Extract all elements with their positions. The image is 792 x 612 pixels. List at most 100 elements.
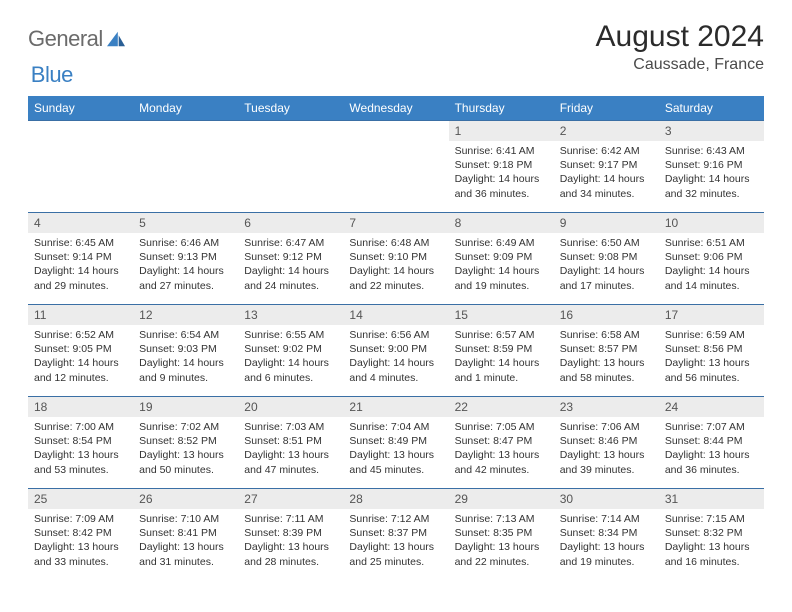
sunrise-text: Sunrise: 6:47 AM bbox=[244, 236, 337, 250]
day-number: 19 bbox=[133, 397, 238, 417]
calendar-day-cell: 8Sunrise: 6:49 AMSunset: 9:09 PMDaylight… bbox=[449, 213, 554, 305]
calendar-day-cell: 28Sunrise: 7:12 AMSunset: 8:37 PMDayligh… bbox=[343, 489, 448, 581]
day-details: Sunrise: 7:03 AMSunset: 8:51 PMDaylight:… bbox=[238, 417, 343, 481]
brand-part1: General bbox=[28, 26, 103, 52]
daylight-text: Daylight: 14 hours and 29 minutes. bbox=[34, 264, 127, 292]
sunset-text: Sunset: 9:16 PM bbox=[665, 158, 758, 172]
sunset-text: Sunset: 8:56 PM bbox=[665, 342, 758, 356]
day-number: 17 bbox=[659, 305, 764, 325]
daylight-text: Daylight: 14 hours and 17 minutes. bbox=[560, 264, 653, 292]
day-details: Sunrise: 6:46 AMSunset: 9:13 PMDaylight:… bbox=[133, 233, 238, 297]
sunset-text: Sunset: 8:42 PM bbox=[34, 526, 127, 540]
weekday-header: Tuesday bbox=[238, 96, 343, 121]
day-number: 6 bbox=[238, 213, 343, 233]
calendar-day-cell: 5Sunrise: 6:46 AMSunset: 9:13 PMDaylight… bbox=[133, 213, 238, 305]
sunrise-text: Sunrise: 6:43 AM bbox=[665, 144, 758, 158]
sunset-text: Sunset: 9:14 PM bbox=[34, 250, 127, 264]
day-details: Sunrise: 7:13 AMSunset: 8:35 PMDaylight:… bbox=[449, 509, 554, 573]
calendar-day-cell: 31Sunrise: 7:15 AMSunset: 8:32 PMDayligh… bbox=[659, 489, 764, 581]
sunset-text: Sunset: 9:13 PM bbox=[139, 250, 232, 264]
calendar-day-cell: 15Sunrise: 6:57 AMSunset: 8:59 PMDayligh… bbox=[449, 305, 554, 397]
calendar-table: SundayMondayTuesdayWednesdayThursdayFrid… bbox=[28, 96, 764, 581]
day-number: 25 bbox=[28, 489, 133, 509]
day-number: 3 bbox=[659, 121, 764, 141]
day-details: Sunrise: 6:51 AMSunset: 9:06 PMDaylight:… bbox=[659, 233, 764, 297]
daylight-text: Daylight: 14 hours and 6 minutes. bbox=[244, 356, 337, 384]
sunset-text: Sunset: 8:51 PM bbox=[244, 434, 337, 448]
day-number: 1 bbox=[449, 121, 554, 141]
day-details: Sunrise: 7:14 AMSunset: 8:34 PMDaylight:… bbox=[554, 509, 659, 573]
sunrise-text: Sunrise: 6:46 AM bbox=[139, 236, 232, 250]
day-number: 8 bbox=[449, 213, 554, 233]
day-number: 23 bbox=[554, 397, 659, 417]
sunset-text: Sunset: 8:59 PM bbox=[455, 342, 548, 356]
day-details: Sunrise: 6:59 AMSunset: 8:56 PMDaylight:… bbox=[659, 325, 764, 389]
day-details: Sunrise: 7:06 AMSunset: 8:46 PMDaylight:… bbox=[554, 417, 659, 481]
daylight-text: Daylight: 13 hours and 53 minutes. bbox=[34, 448, 127, 476]
sunset-text: Sunset: 9:08 PM bbox=[560, 250, 653, 264]
sunset-text: Sunset: 8:41 PM bbox=[139, 526, 232, 540]
day-number: 12 bbox=[133, 305, 238, 325]
day-details: Sunrise: 7:15 AMSunset: 8:32 PMDaylight:… bbox=[659, 509, 764, 573]
sunrise-text: Sunrise: 7:11 AM bbox=[244, 512, 337, 526]
calendar-day-cell: 6Sunrise: 6:47 AMSunset: 9:12 PMDaylight… bbox=[238, 213, 343, 305]
sunset-text: Sunset: 9:18 PM bbox=[455, 158, 548, 172]
sunrise-text: Sunrise: 6:51 AM bbox=[665, 236, 758, 250]
calendar-day-cell: 1Sunrise: 6:41 AMSunset: 9:18 PMDaylight… bbox=[449, 121, 554, 213]
sunset-text: Sunset: 9:00 PM bbox=[349, 342, 442, 356]
day-number: 14 bbox=[343, 305, 448, 325]
day-number: 13 bbox=[238, 305, 343, 325]
day-details: Sunrise: 7:04 AMSunset: 8:49 PMDaylight:… bbox=[343, 417, 448, 481]
sunrise-text: Sunrise: 7:00 AM bbox=[34, 420, 127, 434]
calendar-day-cell: 20Sunrise: 7:03 AMSunset: 8:51 PMDayligh… bbox=[238, 397, 343, 489]
calendar-day-cell: 13Sunrise: 6:55 AMSunset: 9:02 PMDayligh… bbox=[238, 305, 343, 397]
brand-logo: General bbox=[28, 20, 107, 52]
daylight-text: Daylight: 13 hours and 56 minutes. bbox=[665, 356, 758, 384]
sunset-text: Sunset: 8:46 PM bbox=[560, 434, 653, 448]
calendar-day-cell: 9Sunrise: 6:50 AMSunset: 9:08 PMDaylight… bbox=[554, 213, 659, 305]
sunset-text: Sunset: 8:37 PM bbox=[349, 526, 442, 540]
calendar-day-cell: 29Sunrise: 7:13 AMSunset: 8:35 PMDayligh… bbox=[449, 489, 554, 581]
day-details: Sunrise: 6:48 AMSunset: 9:10 PMDaylight:… bbox=[343, 233, 448, 297]
sunrise-text: Sunrise: 7:12 AM bbox=[349, 512, 442, 526]
sunset-text: Sunset: 9:05 PM bbox=[34, 342, 127, 356]
sunrise-text: Sunrise: 7:05 AM bbox=[455, 420, 548, 434]
day-details: Sunrise: 6:56 AMSunset: 9:00 PMDaylight:… bbox=[343, 325, 448, 389]
daylight-text: Daylight: 14 hours and 9 minutes. bbox=[139, 356, 232, 384]
daylight-text: Daylight: 14 hours and 12 minutes. bbox=[34, 356, 127, 384]
daylight-text: Daylight: 13 hours and 58 minutes. bbox=[560, 356, 653, 384]
day-details: Sunrise: 7:10 AMSunset: 8:41 PMDaylight:… bbox=[133, 509, 238, 573]
sunset-text: Sunset: 8:44 PM bbox=[665, 434, 758, 448]
day-details: Sunrise: 7:00 AMSunset: 8:54 PMDaylight:… bbox=[28, 417, 133, 481]
sunrise-text: Sunrise: 6:49 AM bbox=[455, 236, 548, 250]
calendar-day-cell: 12Sunrise: 6:54 AMSunset: 9:03 PMDayligh… bbox=[133, 305, 238, 397]
day-details: Sunrise: 7:05 AMSunset: 8:47 PMDaylight:… bbox=[449, 417, 554, 481]
day-details: Sunrise: 7:02 AMSunset: 8:52 PMDaylight:… bbox=[133, 417, 238, 481]
daylight-text: Daylight: 13 hours and 36 minutes. bbox=[665, 448, 758, 476]
weekday-row: SundayMondayTuesdayWednesdayThursdayFrid… bbox=[28, 96, 764, 121]
day-details: Sunrise: 6:54 AMSunset: 9:03 PMDaylight:… bbox=[133, 325, 238, 389]
calendar-day-cell bbox=[343, 121, 448, 213]
weekday-header: Friday bbox=[554, 96, 659, 121]
day-number: 29 bbox=[449, 489, 554, 509]
sunrise-text: Sunrise: 6:58 AM bbox=[560, 328, 653, 342]
calendar-week-row: 4Sunrise: 6:45 AMSunset: 9:14 PMDaylight… bbox=[28, 213, 764, 305]
sunrise-text: Sunrise: 6:45 AM bbox=[34, 236, 127, 250]
day-details: Sunrise: 7:11 AMSunset: 8:39 PMDaylight:… bbox=[238, 509, 343, 573]
calendar-day-cell bbox=[28, 121, 133, 213]
calendar-day-cell bbox=[133, 121, 238, 213]
calendar-day-cell: 22Sunrise: 7:05 AMSunset: 8:47 PMDayligh… bbox=[449, 397, 554, 489]
calendar-day-cell bbox=[238, 121, 343, 213]
daylight-text: Daylight: 13 hours and 33 minutes. bbox=[34, 540, 127, 568]
sunset-text: Sunset: 8:49 PM bbox=[349, 434, 442, 448]
daylight-text: Daylight: 13 hours and 25 minutes. bbox=[349, 540, 442, 568]
sail-icon bbox=[105, 30, 127, 48]
sunset-text: Sunset: 8:52 PM bbox=[139, 434, 232, 448]
day-details: Sunrise: 7:12 AMSunset: 8:37 PMDaylight:… bbox=[343, 509, 448, 573]
daylight-text: Daylight: 14 hours and 14 minutes. bbox=[665, 264, 758, 292]
sunrise-text: Sunrise: 6:50 AM bbox=[560, 236, 653, 250]
title-block: August 2024 Caussade, France bbox=[596, 20, 764, 74]
calendar-day-cell: 21Sunrise: 7:04 AMSunset: 8:49 PMDayligh… bbox=[343, 397, 448, 489]
calendar-day-cell: 3Sunrise: 6:43 AMSunset: 9:16 PMDaylight… bbox=[659, 121, 764, 213]
daylight-text: Daylight: 14 hours and 27 minutes. bbox=[139, 264, 232, 292]
